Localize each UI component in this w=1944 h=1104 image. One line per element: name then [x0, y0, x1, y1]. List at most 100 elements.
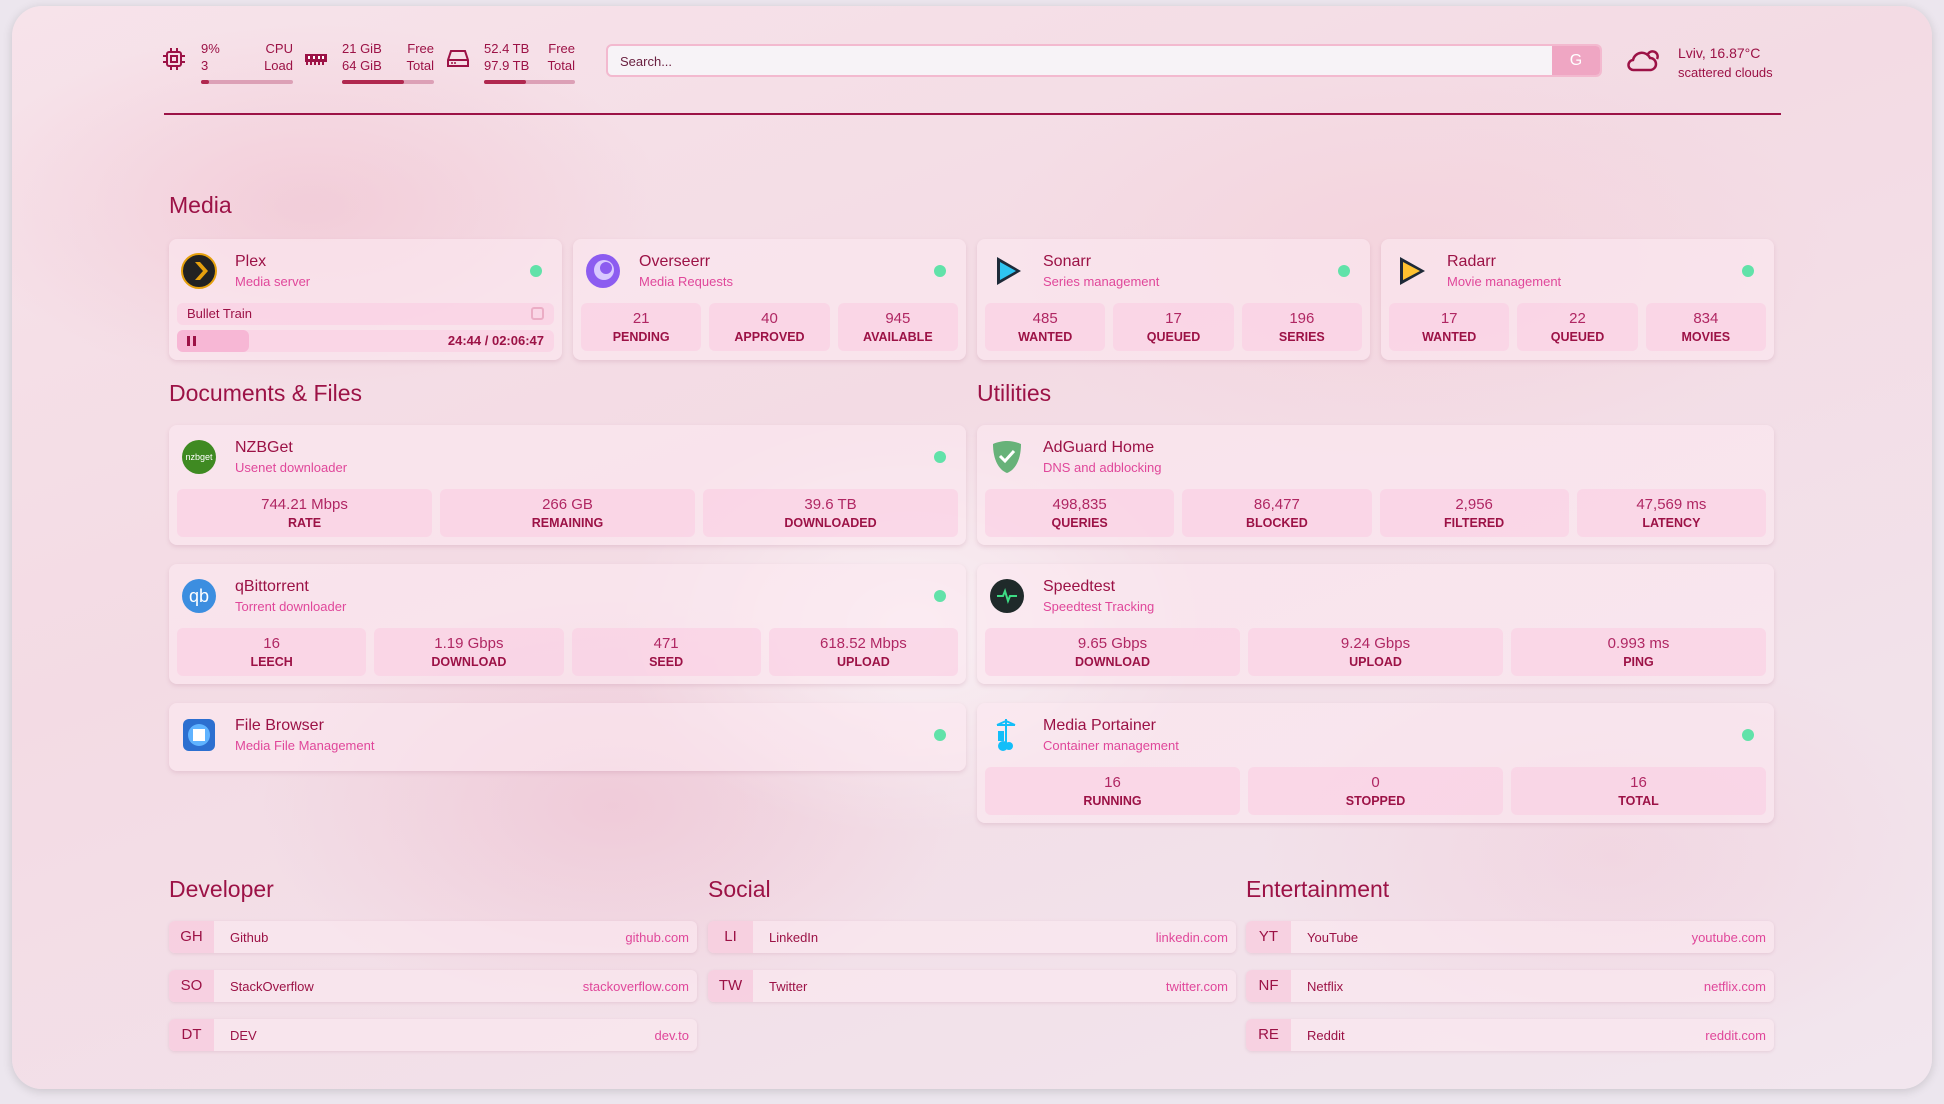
bookmark-linkedin[interactable]: LI LinkedIn linkedin.com [708, 921, 1236, 953]
stats-row: 744.21 Mbps RATE 266 GB REMAINING 39.6 TB DOW… [177, 489, 958, 537]
bookmark-twitter[interactable]: TW Twitter twitter.com [708, 970, 1236, 1002]
cast-icon[interactable] [531, 307, 544, 320]
bookmark-url[interactable]: netflix.com [1703, 979, 1766, 994]
service-description: Media server [235, 274, 311, 289]
stat-wanted: 485 WANTED [985, 303, 1106, 351]
service-card-media-portainer[interactable]: Media Portainer Container management 16 RUN… [977, 703, 1774, 823]
stat-label: WANTED [1018, 330, 1073, 344]
weather-widget: Lviv, 16.87°C scattered clouds [1678, 43, 1773, 83]
service-name[interactable]: Media Portainer [1043, 717, 1156, 734]
stat-movies: 834 MOVIES [1645, 303, 1766, 351]
service-name[interactable]: Plex [235, 253, 267, 270]
bookmark-youtube[interactable]: YT YouTube youtube.com [1246, 921, 1774, 953]
search-placeholder: Search... [620, 54, 673, 69]
playback-progress[interactable]: 24:44 / 02:06:47 [177, 330, 554, 352]
stat-remaining: 266 GB REMAINING [440, 489, 695, 537]
stat-label: APPROVED [734, 330, 805, 344]
card-header: Sonarr Series management [985, 251, 1362, 299]
cpu-load-percent: 9% [201, 41, 220, 56]
service-name[interactable]: Radarr [1447, 253, 1496, 270]
service-card-radarr[interactable]: Radarr Movie management 17 WANTED 22 QUEUED 83… [1381, 239, 1774, 360]
service-name[interactable]: Speedtest [1043, 578, 1116, 595]
stat-value: 266 GB [542, 496, 593, 513]
status-dot [1338, 265, 1350, 277]
bookmark-url[interactable]: github.com [625, 930, 689, 945]
stat-value: 22 [1569, 310, 1586, 327]
stat-download: 9.65 Gbps DOWNLOAD [985, 628, 1240, 676]
pause-icon[interactable] [187, 336, 196, 346]
stat-label: DOWNLOADED [784, 516, 877, 530]
service-description: DNS and adblocking [1043, 460, 1162, 475]
service-card-file-browser[interactable]: File Browser Media File Management [169, 703, 966, 771]
stat-label: MOVIES [1681, 330, 1731, 344]
bookmark-reddit[interactable]: RE Reddit reddit.com [1246, 1019, 1774, 1051]
bookmark-name: YouTube [1307, 930, 1359, 945]
stat-total: 16 TOTAL [1511, 767, 1766, 815]
search-input[interactable]: Search... G [606, 44, 1602, 77]
bookmark-abbr: NF [1246, 970, 1291, 1002]
card-header: AdGuard Home DNS and adblocking [985, 437, 1766, 485]
load-label: Load [264, 58, 293, 73]
utilities-services: AdGuard Home DNS and adblocking 498,835 QUE… [977, 425, 1774, 823]
service-card-sonarr[interactable]: Sonarr Series management 485 WANTED 17 QUEUED… [977, 239, 1370, 360]
service-card-qbittorrent[interactable]: qb qBittorrent Torrent downloader 16 LEECH 1.… [169, 564, 966, 684]
bookmark-abbr: DT [169, 1019, 214, 1051]
bookmark-github[interactable]: GH Github github.com [169, 921, 697, 953]
stat-label: WANTED [1422, 330, 1477, 344]
stat-available: 945 AVAILABLE [837, 303, 958, 351]
bookmark-name: Twitter [769, 979, 808, 994]
stat-value: 47,569 ms [1636, 496, 1707, 513]
service-name[interactable]: File Browser [235, 717, 324, 734]
service-name[interactable]: NZBGet [235, 439, 293, 456]
disk-bar-fill [484, 80, 526, 84]
disk-total: 97.9 TB [484, 58, 530, 73]
bookmark-url[interactable]: stackoverflow.com [582, 979, 689, 994]
overseerr-icon [586, 254, 620, 288]
bookmark-group-title: Social [708, 876, 771, 902]
stat-label: UPLOAD [1349, 655, 1402, 669]
search-engine-button[interactable]: G [1552, 46, 1600, 75]
bookmark-name: StackOverflow [230, 979, 314, 994]
bookmark-netflix[interactable]: NF Netflix netflix.com [1246, 970, 1774, 1002]
service-name[interactable]: qBittorrent [235, 578, 309, 595]
service-name[interactable]: AdGuard Home [1043, 439, 1155, 456]
service-description: Speedtest Tracking [1043, 599, 1155, 614]
service-name[interactable]: Overseerr [639, 253, 711, 270]
service-name[interactable]: Sonarr [1043, 253, 1092, 270]
portainer-icon [996, 719, 1016, 751]
bookmark-stackoverflow[interactable]: SO StackOverflow stackoverflow.com [169, 970, 697, 1002]
bookmark-dev[interactable]: DT DEV dev.to [169, 1019, 697, 1051]
cpu-label: CPU [265, 41, 293, 56]
filebrowser-icon [183, 719, 215, 751]
memory-free: 21 GiB [342, 41, 382, 56]
stat-label: REMAINING [531, 516, 604, 530]
section-title-media: Media [169, 192, 232, 218]
card-header: Overseerr Media Requests [581, 251, 958, 299]
bookmark-url[interactable]: linkedin.com [1155, 930, 1228, 945]
service-card-overseerr[interactable]: Overseerr Media Requests 21 PENDING 40 APPROV… [573, 239, 966, 360]
card-header: Radarr Movie management [1389, 251, 1766, 299]
service-card-speedtest[interactable]: Speedtest Speedtest Tracking 9.65 Gbps DOWN… [977, 564, 1774, 684]
stat-label: LATENCY [1642, 516, 1701, 530]
stat-value: 39.6 TB [804, 496, 857, 513]
bookmark-url[interactable]: reddit.com [1705, 1028, 1766, 1043]
stat-value: 17 [1165, 310, 1182, 327]
bookmark-abbr: RE [1246, 1019, 1291, 1051]
stat-label: QUEUED [1146, 330, 1201, 344]
service-description: Container management [1043, 738, 1179, 753]
bookmark-url[interactable]: twitter.com [1165, 979, 1228, 994]
service-card-plex[interactable]: Plex Media server Bullet Train 24:44 / 02:0… [169, 239, 562, 360]
stat-label: AVAILABLE [862, 330, 933, 344]
service-description: Torrent downloader [235, 599, 347, 614]
status-dot [1742, 265, 1754, 277]
now-playing-title: Bullet Train [187, 306, 253, 321]
bookmark-url[interactable]: youtube.com [1691, 930, 1766, 945]
service-card-nzbget[interactable]: nzbget NZBGet Usenet downloader 744.21 Mbps… [169, 425, 966, 545]
bookmark-url[interactable]: dev.to [654, 1028, 689, 1043]
bookmark-group-developer: GH Github github.com SO StackOverflow stackov… [169, 921, 697, 1051]
bookmark-group-entertainment: YT YouTube youtube.com NF Netflix netflix.com… [1246, 921, 1774, 1051]
stat-value: 16 [1104, 774, 1121, 791]
stat-label: TOTAL [1618, 794, 1659, 808]
bookmark-name: Reddit [1307, 1028, 1345, 1043]
service-card-adguard-home[interactable]: AdGuard Home DNS and adblocking 498,835 QUE… [977, 425, 1774, 545]
